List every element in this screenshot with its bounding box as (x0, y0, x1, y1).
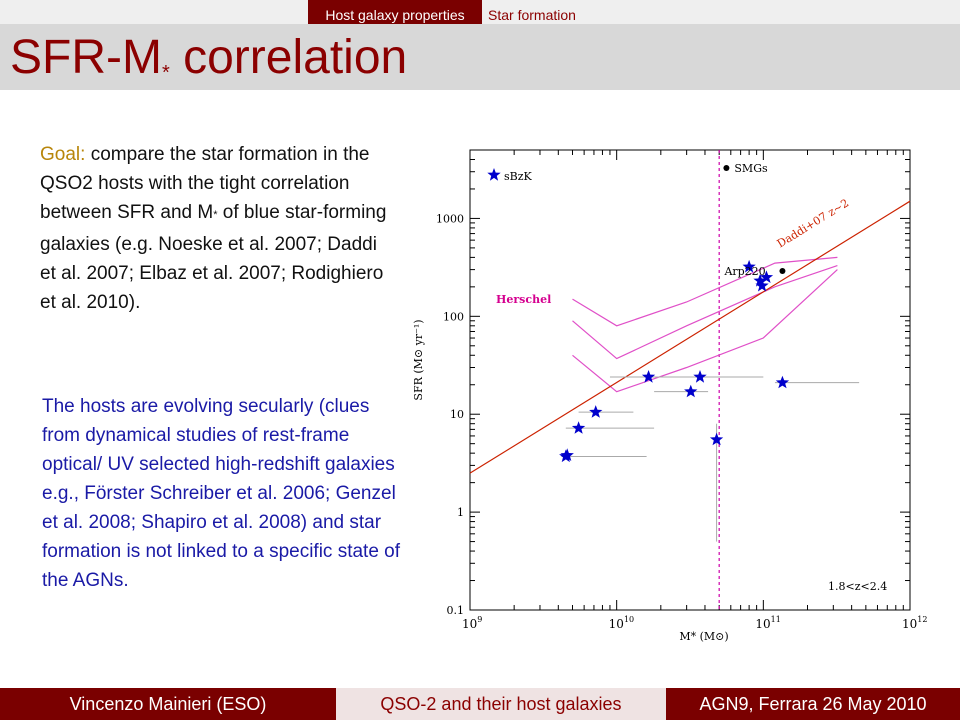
x-tick-label: 109 (462, 615, 482, 631)
legend-smgs-marker (723, 165, 730, 171)
hosts-paragraph: The hosts are evolving secularly (clues … (42, 396, 401, 591)
y-tick-label: 100 (443, 310, 464, 323)
qso2-host-point (560, 448, 574, 461)
nav-tab-host-galaxy-properties[interactable]: Host galaxy properties (308, 0, 482, 24)
title-main: SFR-M (10, 31, 162, 84)
top-nav: Host galaxy properties Star formation (0, 0, 960, 24)
y-axis-label: SFR (M⊙ yr⁻¹) (412, 319, 425, 400)
legend-sbzk-marker (487, 168, 501, 181)
title-rest: correlation (169, 31, 408, 84)
annotation-daddi: Daddi+07 z~2 (775, 196, 851, 250)
qso2-host-point (641, 370, 656, 383)
footer-conference: AGN9, Ferrara 26 May 2010 (666, 688, 960, 720)
qso2-host-point (571, 421, 586, 434)
footer: Vincenzo Mainieri (ESO) QSO-2 and their … (0, 688, 960, 720)
arp220-point (779, 268, 786, 275)
goal-subscript: * (213, 209, 218, 221)
goal-label: Goal: (40, 144, 86, 165)
y-tick-label: 0.1 (447, 604, 465, 617)
qso2-host-point (742, 259, 756, 273)
x-tick-label: 1012 (902, 615, 927, 631)
title-bar (0, 24, 960, 90)
footer-author: Vincenzo Mainieri (ESO) (0, 688, 336, 720)
footer-talk-title: QSO-2 and their host galaxies (336, 688, 666, 720)
annotation-redshift-range: 1.8<z<2.4 (828, 580, 887, 593)
qso2-host-point (709, 432, 724, 446)
legend-sbzk-label: sBzK (504, 170, 533, 183)
slide-title: SFR-M* correlation (10, 30, 407, 101)
qso2-host-point (759, 270, 774, 283)
qso2-host-point (755, 278, 769, 292)
x-tick-label: 1010 (609, 615, 634, 631)
title-subscript: * (161, 62, 170, 84)
x-tick-label: 1011 (755, 615, 780, 631)
qso2-host-point (693, 370, 707, 383)
goal-text-1: compare the star formation in the QSO2 h… (40, 144, 370, 223)
annotation-arp220: Arp220 (723, 265, 765, 278)
annotation-herschel: Herschel (496, 293, 551, 306)
x-axis-label: M* (M⊙) (679, 630, 728, 643)
sfr-mass-figure: 109 1010 1011 1012 0.1 1 10 100 1000 M* (M⊙) SFR (… (398, 128, 938, 648)
y-tick-label: 1000 (436, 212, 464, 225)
y-tick-label: 10 (450, 408, 464, 421)
qso2-host-point (684, 384, 698, 398)
sfr-mass-chart: 109 1010 1011 1012 0.1 1 10 100 1000 M* (M⊙) SFR (… (412, 149, 927, 643)
goal-paragraph: Goal: compare the star formation in the … (40, 140, 390, 317)
qso2-host-point (753, 273, 767, 287)
qso2-host-point (589, 405, 603, 418)
qso2-host-point (775, 375, 790, 389)
nav-tab-star-formation[interactable]: Star formation (488, 7, 576, 23)
herschel-curve (572, 269, 838, 393)
daddi-relation-line (469, 200, 911, 474)
goal-text-2: of blue star-forming galaxies (e.g. Noes… (40, 202, 387, 313)
legend-smgs-label: SMGs (734, 162, 768, 175)
herschel-curve (572, 265, 838, 360)
plot-frame (469, 149, 911, 611)
herschel-curve (572, 256, 838, 327)
y-tick-label: 1 (457, 506, 464, 519)
